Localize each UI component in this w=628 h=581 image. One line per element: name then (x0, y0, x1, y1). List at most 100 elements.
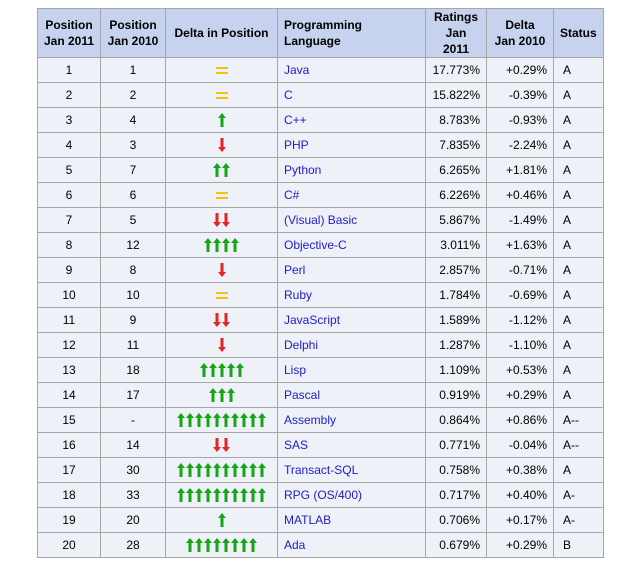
language-link[interactable]: Python (284, 163, 322, 177)
arrow-up-icon (213, 413, 221, 428)
arrow-up-icon (249, 413, 257, 428)
status-cell: A- (553, 507, 604, 533)
language-link[interactable]: Transact-SQL (284, 463, 359, 477)
arrow-up-icon (186, 538, 194, 553)
rating-change-cell: +0.17% (486, 507, 554, 533)
arrow-down-icon (217, 263, 226, 278)
delta-position-cell (165, 57, 278, 83)
arrow-up-icon (258, 463, 266, 478)
rating-change-cell: -0.93% (486, 107, 554, 133)
language-link[interactable]: Perl (284, 263, 306, 277)
arrow-up-icon (213, 163, 221, 178)
rating-change-cell: -0.69% (486, 282, 554, 308)
rating-change-cell: -1.49% (486, 207, 554, 233)
position-2011-cell: 17 (37, 457, 101, 483)
rating-cell: 1.287% (425, 332, 487, 358)
arrow-up-icon (177, 413, 185, 428)
table-row: 9 8 Perl 2.857% -0.71% A (37, 257, 604, 283)
language-link[interactable]: Delphi (284, 338, 319, 352)
up-arrows-group (177, 463, 266, 478)
header-position-2010-line2: Jan 2010 (107, 34, 159, 48)
arrow-down-icon (213, 438, 221, 453)
status-cell: A (553, 257, 604, 283)
language-link[interactable]: C++ (284, 113, 307, 127)
language-link[interactable]: C (284, 88, 293, 102)
language-link[interactable]: C# (284, 188, 300, 202)
arrow-up-icon (217, 513, 226, 528)
arrow-up-icon (204, 238, 212, 253)
arrow-up-icon (213, 463, 221, 478)
language-link[interactable]: Lisp (284, 363, 307, 377)
arrow-up-icon (249, 538, 257, 553)
language-link[interactable]: PHP (284, 138, 309, 152)
delta-position-cell (165, 157, 278, 183)
table-row: 16 14 SAS 0.771% -0.04% A-- (37, 432, 604, 458)
header-position-2011-line2: Jan 2011 (43, 34, 95, 48)
header-ratings: Ratings Jan 2011 (425, 8, 487, 58)
up-arrows-group (199, 363, 244, 378)
ranking-table-container: Position Jan 2011 Position Jan 2010 Delt… (37, 8, 604, 558)
down-arrows-group (213, 313, 230, 328)
language-link[interactable]: Java (284, 63, 310, 77)
status-cell: A (553, 207, 604, 233)
language-link[interactable]: Ruby (284, 288, 313, 302)
position-2010-cell: 9 (100, 307, 166, 333)
delta-position-cell (165, 532, 278, 558)
language-link[interactable]: MATLAB (284, 513, 332, 527)
arrow-up-icon (222, 463, 230, 478)
position-2011-cell: 1 (37, 57, 101, 83)
rating-change-cell: -0.04% (486, 432, 554, 458)
position-2011-cell: 5 (37, 157, 101, 183)
language-link[interactable]: RPG (OS/400) (284, 488, 363, 502)
arrow-up-icon (222, 488, 230, 503)
arrow-up-icon (222, 538, 230, 553)
position-2010-cell: 20 (100, 507, 166, 533)
delta-position-cell (165, 507, 278, 533)
position-2010-cell: 30 (100, 457, 166, 483)
arrow-up-icon (222, 163, 230, 178)
table-row: 2 2 C 15.822% -0.39% A (37, 82, 604, 108)
delta-position-cell (165, 257, 278, 283)
language-link[interactable]: Ada (284, 538, 306, 552)
language-link[interactable]: Objective-C (284, 238, 347, 252)
up-arrows-group (177, 488, 266, 503)
header-position-2011: Position Jan 2011 (37, 8, 101, 58)
status-cell: A (553, 132, 604, 158)
language-link[interactable]: Pascal (284, 388, 321, 402)
position-2010-cell: 28 (100, 532, 166, 558)
up-arrows-group (177, 413, 266, 428)
language-cell: PHP (277, 132, 426, 158)
language-link[interactable]: SAS (284, 438, 309, 452)
arrow-up-icon (186, 463, 194, 478)
table-row: 13 18 Lisp 1.109% +0.53% A (37, 357, 604, 383)
arrow-down-icon (222, 213, 230, 228)
language-link[interactable]: Assembly (284, 413, 337, 427)
rating-cell: 3.011% (425, 232, 487, 258)
arrow-down-icon (222, 313, 230, 328)
position-2011-cell: 13 (37, 357, 101, 383)
delta-position-cell (165, 382, 278, 408)
language-cell: Transact-SQL (277, 457, 426, 483)
table-row: 6 6 C# 6.226% +0.46% A (37, 182, 604, 208)
language-link[interactable]: (Visual) Basic (284, 213, 358, 227)
status-cell: A (553, 282, 604, 308)
language-cell: (Visual) Basic (277, 207, 426, 233)
arrow-up-icon (231, 238, 239, 253)
rating-cell: 1.589% (425, 307, 487, 333)
delta-position-cell (165, 357, 278, 383)
table-row: 1 1 Java 17.773% +0.29% A (37, 57, 604, 83)
table-row: 5 7 Python 6.265% +1.81% A (37, 157, 604, 183)
up-arrows-group (186, 538, 257, 553)
arrow-up-icon (195, 413, 203, 428)
position-2010-cell: 11 (100, 332, 166, 358)
delta-position-cell (165, 207, 278, 233)
rating-change-cell: +0.29% (486, 382, 554, 408)
language-link[interactable]: JavaScript (284, 313, 341, 327)
rating-change-cell: -1.12% (486, 307, 554, 333)
language-cell: Pascal (277, 382, 426, 408)
status-cell: A (553, 182, 604, 208)
status-cell: A (553, 382, 604, 408)
language-cell: Assembly (277, 407, 426, 433)
arrow-up-icon (235, 363, 244, 378)
rating-cell: 15.822% (425, 82, 487, 108)
